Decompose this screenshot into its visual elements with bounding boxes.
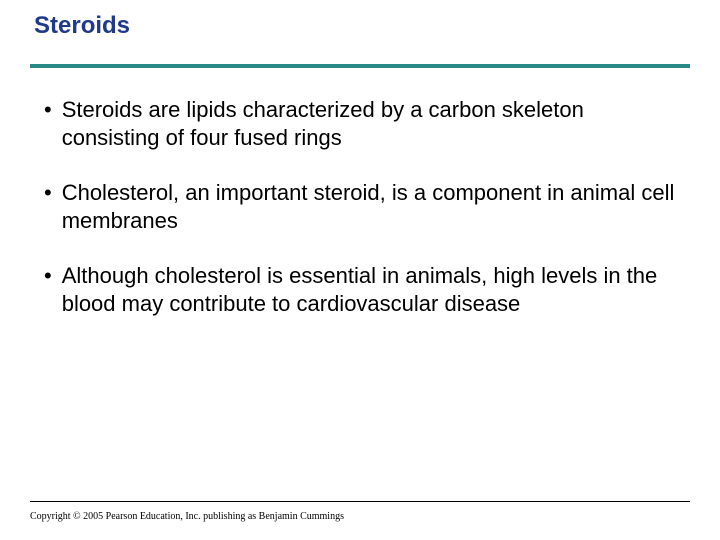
bullet-text: Steroids are lipids characterized by a c… [62,96,680,151]
copyright-text: Copyright © 2005 Pearson Education, Inc.… [30,511,344,522]
bullet-item: • Although cholesterol is essential in a… [44,262,680,317]
bullet-marker-icon: • [44,262,52,290]
slide-container: Steroids • Steroids are lipids character… [0,0,720,540]
bullet-marker-icon: • [44,96,52,124]
bullet-list: • Steroids are lipids characterized by a… [30,96,690,317]
slide-title: Steroids [30,12,690,64]
bullet-item: • Steroids are lipids characterized by a… [44,96,680,151]
bullet-item: • Cholesterol, an important steroid, is … [44,179,680,234]
title-divider [30,64,690,68]
bullet-marker-icon: • [44,179,52,207]
bullet-text: Cholesterol, an important steroid, is a … [62,179,680,234]
footer-divider [30,501,690,502]
bullet-text: Although cholesterol is essential in ani… [62,262,680,317]
